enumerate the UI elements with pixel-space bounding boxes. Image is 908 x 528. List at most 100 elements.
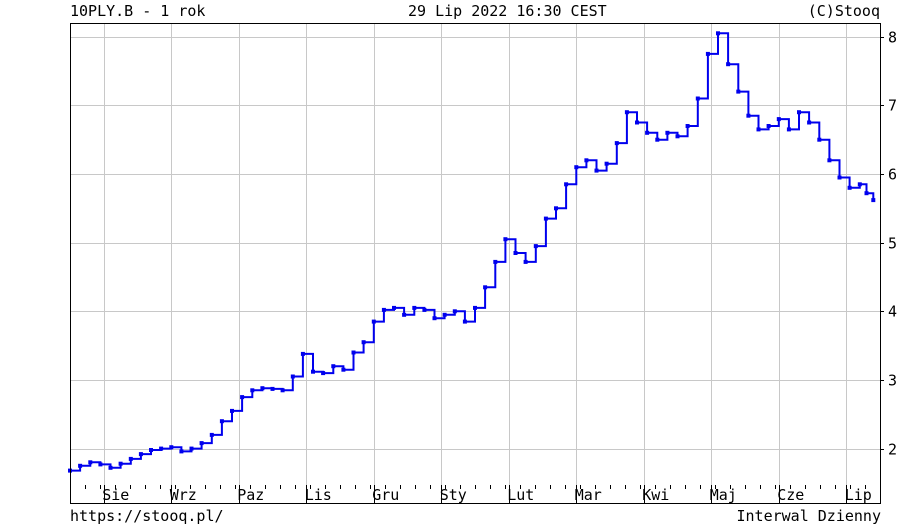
price-point <box>422 307 427 312</box>
price-point <box>118 461 123 466</box>
price-point <box>331 364 336 369</box>
price-point <box>290 374 295 379</box>
price-point <box>655 137 660 142</box>
copyright-label: (C)Stooq <box>807 2 880 20</box>
plot-frame <box>70 23 881 504</box>
price-point <box>473 305 477 310</box>
price-point <box>665 130 670 135</box>
price-point <box>493 259 498 264</box>
price-point <box>564 182 569 187</box>
price-point <box>128 456 133 461</box>
price-point <box>554 206 558 211</box>
price-point <box>756 127 761 132</box>
price-point <box>624 110 629 115</box>
x-tick-label: Maj <box>710 486 737 504</box>
price-point <box>432 316 437 321</box>
x-tick-label: Lis <box>305 486 332 504</box>
price-point <box>736 89 741 94</box>
x-tick-label: Paz <box>237 486 264 504</box>
price-point <box>361 340 366 345</box>
x-tick-label: Mar <box>575 486 602 504</box>
price-point <box>230 408 234 413</box>
chart-datetime: 29 Lip 2022 16:30 CEST <box>408 2 607 20</box>
price-point <box>179 449 184 454</box>
source-link[interactable]: https://stooq.pl/ <box>70 507 224 525</box>
price-point <box>209 432 214 437</box>
x-tick-label: Cze <box>777 486 804 504</box>
price-point <box>392 305 396 310</box>
price-point <box>594 168 599 173</box>
price-point <box>240 395 245 400</box>
price-series <box>68 31 876 473</box>
price-point <box>645 130 650 135</box>
price-point <box>260 386 265 391</box>
x-axis: Sie Wrz Paz Lis Gru Sty Lut Mar Kwi Maj Cze Lip <box>70 485 880 504</box>
price-point <box>871 198 876 203</box>
price-point <box>88 460 93 465</box>
price-point <box>786 127 791 132</box>
y-tick-label: 3 <box>888 372 897 390</box>
price-point <box>827 158 832 163</box>
price-point <box>864 191 869 196</box>
price-point <box>857 182 862 187</box>
price-point <box>371 319 376 324</box>
price-point <box>847 185 852 190</box>
price-point <box>108 465 113 470</box>
price-line <box>70 32 875 472</box>
price-point <box>746 113 751 118</box>
y-axis: 2 3 4 5 6 7 8 <box>880 29 897 459</box>
interval-label: Interwal Dzienny <box>736 507 882 525</box>
price-point <box>169 445 174 450</box>
price-point <box>807 120 812 125</box>
y-tick-label: 7 <box>888 97 897 115</box>
price-point <box>452 309 457 314</box>
y-tick-label: 2 <box>888 441 897 459</box>
price-point <box>695 96 700 101</box>
price-point <box>766 124 771 128</box>
price-point <box>412 305 417 310</box>
x-tick-label: Wrz <box>170 486 197 504</box>
x-tick-label: Gru <box>372 486 399 504</box>
price-point <box>483 285 488 290</box>
y-tick-label: 8 <box>888 29 897 47</box>
price-point <box>685 124 690 128</box>
price-point <box>837 175 842 180</box>
price-point <box>513 251 518 255</box>
price-point <box>351 350 356 355</box>
price-point <box>321 371 326 376</box>
price-point <box>462 319 467 324</box>
chart-grid <box>70 23 880 485</box>
price-point <box>402 312 407 317</box>
price-point <box>533 244 538 249</box>
y-tick-label: 5 <box>888 235 897 253</box>
price-point <box>635 120 639 125</box>
y-tick-label: 4 <box>888 303 897 321</box>
price-point <box>149 448 153 452</box>
price-point <box>270 386 275 391</box>
price-point <box>381 307 386 312</box>
price-point <box>250 388 255 393</box>
price-point <box>219 419 224 424</box>
x-tick-label: Sty <box>440 486 467 504</box>
price-point <box>98 462 103 467</box>
price-point <box>776 117 781 122</box>
price-point <box>604 161 609 166</box>
price-point <box>280 388 285 393</box>
price-point <box>574 165 579 170</box>
price-point <box>523 259 528 264</box>
price-point <box>311 369 315 374</box>
price-point <box>675 134 680 139</box>
x-tick-label: Lut <box>507 486 534 504</box>
price-point <box>341 367 346 372</box>
price-point <box>543 216 548 221</box>
price-point <box>614 141 619 146</box>
price-point <box>705 51 710 56</box>
price-point <box>78 463 83 468</box>
price-point <box>189 446 194 451</box>
x-tick-label: Kwi <box>642 486 669 504</box>
price-point <box>797 110 801 115</box>
x-tick-label: Sie <box>102 486 129 504</box>
price-point <box>716 31 720 36</box>
price-point <box>726 62 731 67</box>
